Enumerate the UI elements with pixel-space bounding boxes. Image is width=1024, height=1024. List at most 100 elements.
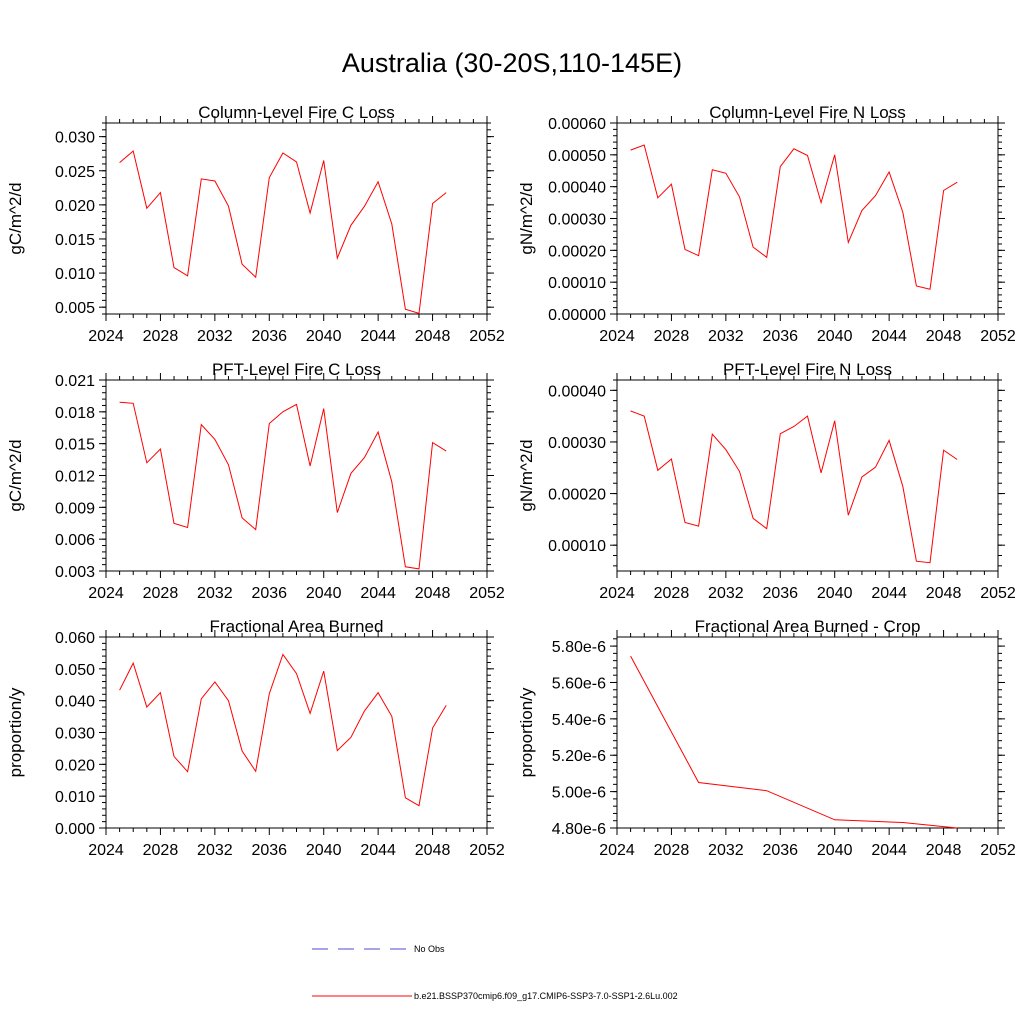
x-tick-label: 2044 — [360, 842, 396, 859]
plot-frame — [616, 636, 999, 829]
x-tick-label: 2024 — [88, 842, 124, 859]
x-tick-label: 2052 — [469, 842, 505, 859]
x-tick-label: 2028 — [654, 585, 690, 602]
x-tick-label: 2024 — [599, 842, 635, 859]
plot-frame — [616, 122, 999, 315]
x-tick-label: 2024 — [599, 585, 635, 602]
y-axis-label: gC/m^2/d — [6, 439, 25, 511]
x-tick-label: 2040 — [817, 585, 853, 602]
y-tick-label: 0.00010 — [548, 275, 606, 292]
x-tick-label: 2044 — [360, 328, 396, 345]
plot-frame — [105, 636, 488, 829]
chart-title: PFT-Level Fire N Loss — [723, 360, 892, 379]
x-tick-label: 2048 — [926, 328, 962, 345]
legend: No Obs b.e21.BSSP370cmip6.f09_g17.CMIP6-… — [312, 944, 678, 1001]
x-tick-label: 2032 — [708, 842, 744, 859]
x-tick-label: 2032 — [708, 328, 744, 345]
x-tick-label: 2040 — [306, 585, 342, 602]
legend-model-label: b.e21.BSSP370cmip6.f09_g17.CMIP6-SSP3-7.… — [414, 991, 678, 1001]
y-tick-label: 0.00030 — [548, 212, 606, 229]
series-line — [119, 150, 447, 314]
figure-title: Australia (30-20S,110-145E) — [341, 48, 683, 78]
chart-title: Column-Level Fire N Loss — [709, 103, 906, 122]
y-tick-label: 0.030 — [55, 726, 95, 743]
y-axis-label: gN/m^2/d — [517, 182, 536, 254]
y-tick-label: 0.000 — [55, 821, 95, 838]
x-tick-label: 2032 — [197, 842, 233, 859]
y-tick-label: 0.00020 — [548, 243, 606, 260]
y-tick-label: 0.012 — [55, 469, 95, 486]
y-tick-label: 0.018 — [55, 405, 95, 422]
chart-panel-6: Fractional Area Burned - Crop proportion/… — [517, 617, 1016, 859]
y-tick-label: 0.010 — [55, 789, 95, 806]
y-tick-label: 0.020 — [55, 198, 95, 215]
series-line — [119, 401, 447, 570]
y-tick-label: 0.030 — [55, 130, 95, 147]
y-tick-label: 0.015 — [55, 437, 95, 454]
y-tick-label: 0.00060 — [548, 116, 606, 133]
x-tick-label: 2044 — [871, 328, 907, 345]
chart-panel-4: PFT-Level Fire N Loss gN/m^2/d 2024 2028 203… — [517, 360, 1016, 602]
y-axis-label: proportion/y — [517, 687, 536, 777]
x-tick-label: 2040 — [306, 842, 342, 859]
x-tick-label: 2052 — [980, 842, 1016, 859]
y-tick-label: 0.010 — [55, 266, 95, 283]
series-line — [119, 653, 447, 807]
y-tick-label: 5.00e-6 — [552, 785, 606, 802]
x-tick-label: 2048 — [415, 328, 451, 345]
plot-frame — [105, 379, 488, 572]
series-line — [630, 144, 958, 290]
y-tick-label: 0.006 — [55, 532, 95, 549]
series-line — [630, 655, 958, 829]
x-tick-label: 2024 — [88, 585, 124, 602]
x-tick-label: 2024 — [88, 328, 124, 345]
y-tick-label: 0.00040 — [548, 383, 606, 400]
x-tick-label: 2028 — [654, 328, 690, 345]
x-tick-label: 2052 — [469, 328, 505, 345]
y-axis-label: gN/m^2/d — [517, 439, 536, 511]
x-tick-label: 2052 — [469, 585, 505, 602]
x-tick-label: 2028 — [143, 842, 179, 859]
y-tick-label: 0.015 — [55, 232, 95, 249]
x-tick-label: 2028 — [654, 842, 690, 859]
chart-panel-1: Column-Level Fire C Loss gC/m^2/d 2024 2028… — [6, 103, 505, 345]
chart-panel-2: Column-Level Fire N Loss gN/m^2/d 2024 2028… — [517, 103, 1016, 345]
x-tick-label: 2044 — [871, 842, 907, 859]
y-tick-label: 0.00050 — [548, 148, 606, 165]
x-tick-label: 2044 — [360, 585, 396, 602]
y-tick-label: 0.00010 — [548, 538, 606, 555]
y-axis-label: proportion/y — [6, 687, 25, 777]
x-tick-label: 2040 — [817, 328, 853, 345]
x-tick-label: 2024 — [599, 328, 635, 345]
x-tick-label: 2036 — [762, 842, 798, 859]
series-line — [630, 410, 958, 564]
x-tick-label: 2048 — [926, 842, 962, 859]
y-tick-label: 0.060 — [55, 630, 95, 647]
x-tick-label: 2036 — [251, 842, 287, 859]
chart-title: Fractional Area Burned — [210, 617, 384, 636]
legend-obs-label: No Obs — [414, 944, 445, 954]
chart-title: Column-Level Fire C Loss — [198, 103, 395, 122]
x-tick-label: 2044 — [871, 585, 907, 602]
x-tick-label: 2052 — [980, 585, 1016, 602]
y-tick-label: 0.00030 — [548, 435, 606, 452]
y-tick-label: 0.009 — [55, 500, 95, 517]
y-axis-label: gC/m^2/d — [6, 182, 25, 254]
chart-title: PFT-Level Fire C Loss — [212, 360, 381, 379]
y-tick-label: 0.040 — [55, 694, 95, 711]
y-tick-label: 0.003 — [55, 564, 95, 581]
chart-panel-3: PFT-Level Fire C Loss gC/m^2/d 2024 2028 203… — [6, 360, 505, 602]
x-tick-label: 2028 — [143, 328, 179, 345]
chart-panel-5: Fractional Area Burned proportion/y 2024 20… — [6, 617, 505, 859]
x-tick-label: 2032 — [197, 328, 233, 345]
y-tick-label: 0.050 — [55, 662, 95, 679]
x-tick-label: 2036 — [762, 328, 798, 345]
y-tick-label: 0.021 — [55, 373, 95, 390]
y-tick-label: 5.20e-6 — [552, 748, 606, 765]
x-tick-label: 2036 — [251, 328, 287, 345]
x-tick-label: 2048 — [926, 585, 962, 602]
x-tick-label: 2040 — [817, 842, 853, 859]
y-tick-label: 0.00020 — [548, 487, 606, 504]
y-tick-label: 5.80e-6 — [552, 639, 606, 656]
